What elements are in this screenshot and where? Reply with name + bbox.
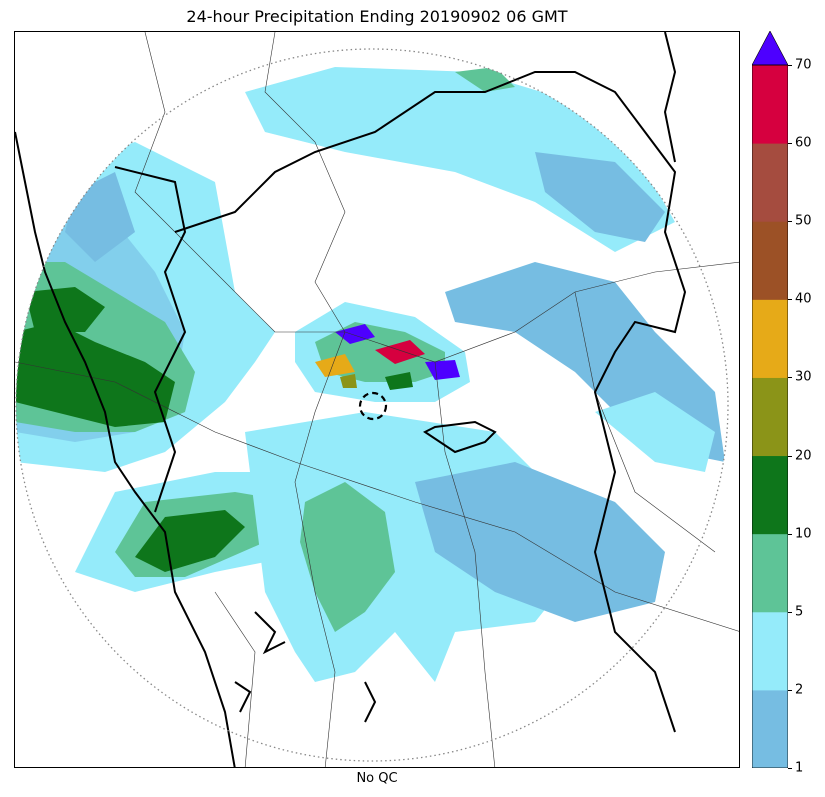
colorbar-tick-mark — [788, 455, 792, 457]
colorbar-tick-label: 60 — [795, 135, 812, 151]
colorbar-tick-mark — [788, 533, 792, 535]
state-border — [134, 32, 739, 363]
state-border — [214, 591, 256, 767]
coastline — [234, 681, 252, 713]
country-border — [254, 611, 286, 655]
colorbar-tick-label: 40 — [795, 291, 812, 307]
precip-area — [340, 374, 357, 388]
colorbar-tick-mark — [788, 65, 792, 66]
colorbar-segment — [752, 689, 788, 768]
precip-area — [135, 510, 245, 572]
precipitation-field — [16, 67, 725, 682]
colorbar-tick-mark — [788, 768, 792, 769]
colorbar-tick-mark — [788, 611, 792, 613]
country-border — [174, 71, 687, 733]
coastline — [15, 131, 236, 767]
colorbar-tick-label: 10 — [795, 526, 812, 542]
colorbar-segments — [752, 65, 788, 768]
colorbar-tick-label: 70 — [795, 57, 812, 73]
colorbar-tick-label: 20 — [795, 448, 812, 464]
state-border — [434, 361, 496, 767]
state-border — [574, 291, 716, 553]
radar-map-canvas — [15, 32, 739, 767]
colorbar — [752, 31, 788, 768]
map-title: 24-hour Precipitation Ending 20190902 06… — [186, 7, 568, 26]
colorbar-tick-mark — [788, 221, 792, 223]
colorbar-segment — [752, 221, 788, 300]
colorbar-segment — [752, 611, 788, 691]
precip-area — [16, 322, 175, 427]
colorbar-tick-mark — [788, 299, 792, 301]
radar-site-marker — [358, 391, 388, 421]
radar-map[interactable] — [14, 31, 740, 768]
country-border — [423, 420, 497, 454]
colorbar-tick-label: 5 — [795, 604, 804, 620]
range-ring — [15, 48, 729, 762]
colorbar-tick-label: 1 — [795, 760, 804, 776]
country-border — [663, 32, 677, 163]
precip-area — [300, 482, 395, 632]
colorbar-segment — [752, 65, 788, 144]
state-border — [15, 361, 739, 632]
colorbar-outline — [752, 64, 788, 768]
footer-label: No QC — [356, 771, 398, 786]
colorbar-tick-mark — [788, 689, 792, 691]
precip-area — [385, 372, 413, 390]
country-border — [114, 166, 187, 513]
precip-area — [425, 360, 460, 380]
colorbar-tick-label: 2 — [795, 682, 804, 698]
colorbar-tick-label: 50 — [795, 213, 812, 229]
boundary-lines — [15, 32, 739, 767]
precip-area — [595, 392, 715, 472]
colorbar-segment — [752, 143, 788, 222]
colorbar-extend-arrow — [752, 31, 788, 66]
precip-area — [535, 152, 665, 242]
colorbar-segment — [752, 455, 788, 535]
precip-area — [335, 324, 375, 344]
country-border — [364, 681, 377, 723]
colorbar-segment — [752, 299, 788, 378]
colorbar-tick-mark — [788, 143, 792, 145]
colorbar-segment — [752, 377, 788, 457]
colorbar-tick-mark — [788, 377, 792, 379]
precip-area — [315, 354, 355, 377]
colorbar-tick-label: 30 — [795, 369, 812, 385]
precip-area — [375, 340, 425, 364]
colorbar-segment — [752, 533, 788, 613]
precip-area — [25, 287, 105, 332]
